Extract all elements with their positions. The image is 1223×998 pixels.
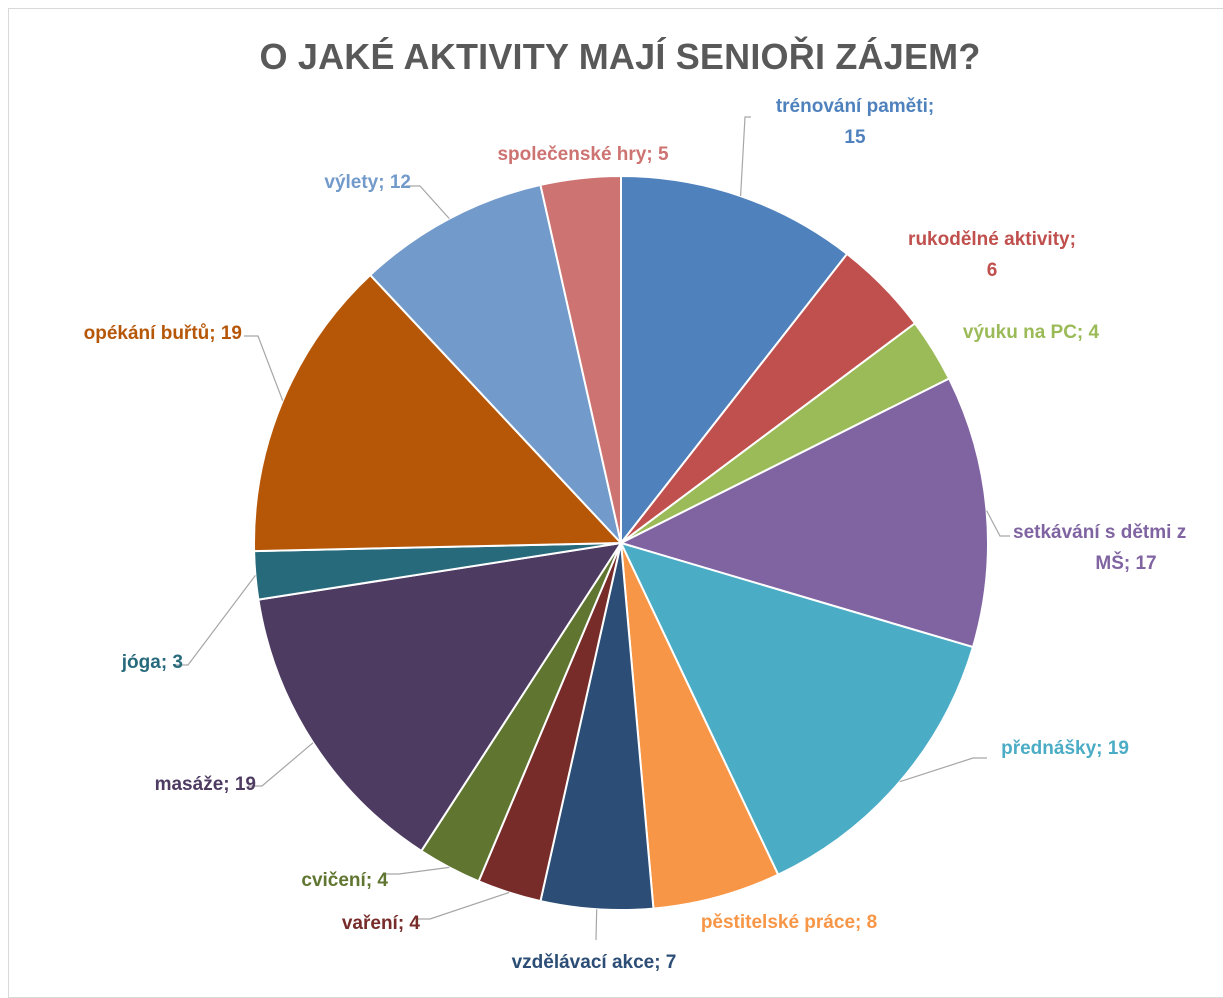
chart-title: O JAKÉ AKTIVITY MAJÍ SENIOŘI ZÁJEM?	[259, 36, 981, 77]
data-label: cvičení; 4	[301, 870, 388, 891]
data-label: vzdělávací akce; 7	[512, 952, 677, 973]
data-label: vaření; 4	[342, 913, 421, 934]
leader-line	[174, 575, 256, 666]
leader-line	[899, 757, 987, 783]
data-label: setkávání s dětmi z	[1013, 522, 1186, 543]
leader-line	[416, 891, 510, 920]
data-label: pěstitelské práce; 8	[701, 912, 877, 933]
data-label: výuku na PC; 4	[963, 322, 1100, 343]
leader-line	[406, 185, 450, 220]
data-label: opékání buřtů; 19	[84, 323, 242, 344]
pie-slice	[620, 174, 849, 546]
data-label: 15	[844, 127, 866, 148]
leader-line	[244, 335, 284, 401]
data-label: masáže; 19	[155, 774, 256, 795]
data-label: 6	[987, 260, 998, 281]
leader-line	[385, 866, 450, 875]
data-label: přednášky; 19	[1001, 738, 1129, 759]
pie-slice	[618, 377, 989, 649]
data-label: společenské hry; 5	[497, 144, 669, 165]
data-label: rukodělné aktivity;	[908, 229, 1076, 250]
data-label: výlety; 12	[324, 172, 411, 193]
leader-line	[740, 116, 751, 197]
leader-line	[595, 909, 598, 941]
leader-line	[248, 742, 314, 787]
pie-slice	[539, 174, 622, 544]
data-labels: trénování paměti; 15 rukodělné aktivity; 6 v…	[84, 96, 1187, 973]
leader-lines	[174, 116, 1010, 941]
pie-slice	[620, 542, 780, 910]
leader-line	[986, 510, 1010, 537]
data-label: trénování paměti;	[776, 96, 934, 117]
pie-slices	[253, 174, 989, 911]
data-label: jóga; 3	[121, 652, 183, 673]
data-label: MŠ; 17	[1095, 552, 1156, 574]
pie-slice	[368, 183, 623, 547]
